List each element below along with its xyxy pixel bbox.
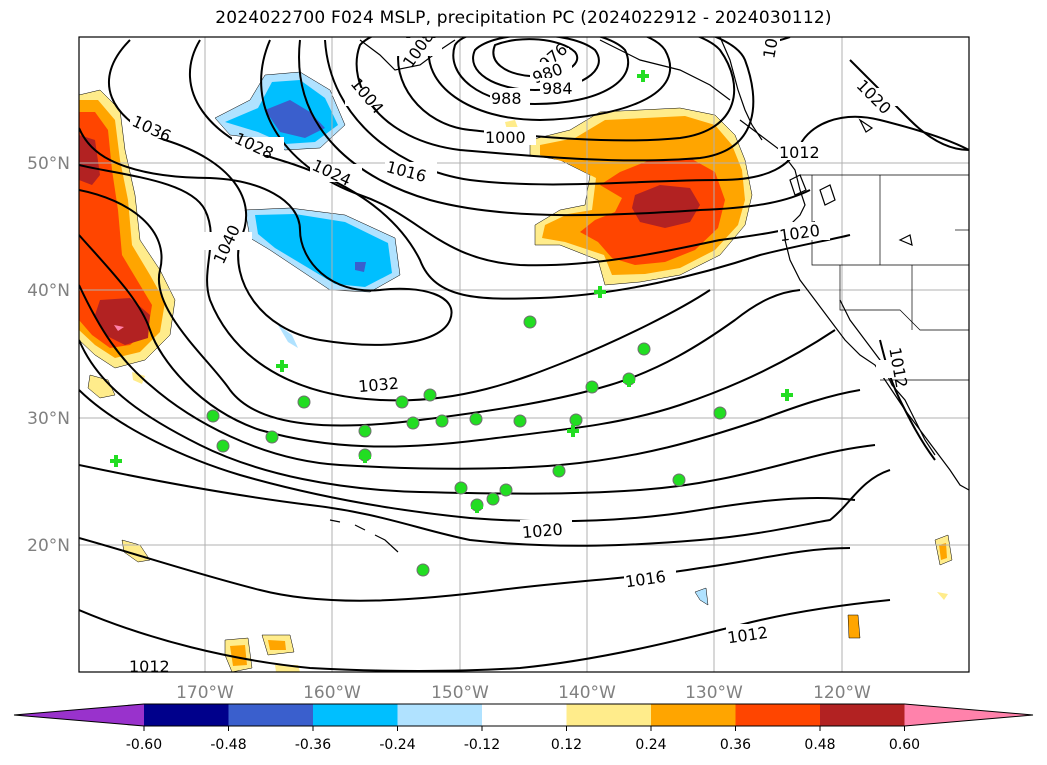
colorbar-extend-low xyxy=(14,704,144,726)
svg-text:1032: 1032 xyxy=(357,374,399,396)
colorbar-extend-high xyxy=(904,704,1033,726)
svg-text:988: 988 xyxy=(491,89,522,108)
lon-label: 120°W xyxy=(813,683,871,703)
colorbar-tick-label: 0.48 xyxy=(804,737,835,753)
colorbar-tick-label: -0.48 xyxy=(210,737,246,753)
colorbar-tick-label: 0.24 xyxy=(635,737,666,753)
lon-labels: 170°W 160°W 150°W 140°W 130°W 120°W xyxy=(176,683,871,703)
lat-label: 40°N xyxy=(27,281,70,301)
svg-text:1000: 1000 xyxy=(485,128,526,147)
svg-text:1012: 1012 xyxy=(779,143,820,162)
coastlines xyxy=(329,37,969,553)
svg-text:1012: 1012 xyxy=(129,657,170,676)
lat-label: 50°N xyxy=(27,154,70,174)
colorbar: -0.60 -0.48 -0.36 -0.24 -0.12 0.12 0.24 0.36 0.4… xyxy=(13,703,1034,753)
colorbar-tick-label: -0.24 xyxy=(379,737,415,753)
positive-precip-west xyxy=(79,89,300,672)
colorbar-tick-label: -0.60 xyxy=(126,737,162,753)
colorbar-segment xyxy=(820,704,905,726)
colorbar-tick-label: -0.12 xyxy=(464,737,500,753)
map-plot-area: 976 980 984 988 1000 1004 1008 1012 1020… xyxy=(79,37,969,676)
colorbar-segment xyxy=(735,704,821,726)
lat-label: 30°N xyxy=(27,409,70,429)
lon-label: 150°W xyxy=(431,683,489,703)
borders xyxy=(800,174,969,381)
colorbar-segment xyxy=(397,704,483,726)
lon-label: 160°W xyxy=(303,683,361,703)
isobars xyxy=(79,37,969,672)
positive-precip-east xyxy=(505,107,953,639)
colorbar-segment xyxy=(144,704,229,726)
colorbar-segment xyxy=(228,704,314,726)
colorbar-tick-label: -0.36 xyxy=(295,737,331,753)
lon-label: 170°W xyxy=(176,683,234,703)
lat-labels: 50°N 40°N 30°N 20°N xyxy=(27,154,70,556)
lon-label: 130°W xyxy=(685,683,743,703)
colorbar-tick-label: 0.36 xyxy=(720,737,751,753)
map-title: 2024022700 F024 MSLP, precipitation PC (… xyxy=(215,8,832,28)
colorbar-tick-label: 0.60 xyxy=(889,737,920,753)
negative-precip-region xyxy=(214,71,709,606)
svg-text:1020: 1020 xyxy=(521,520,563,542)
colorbar-tick-label: 0.12 xyxy=(551,737,582,753)
colorbar-segment xyxy=(482,704,567,726)
colorbar-segment xyxy=(651,704,736,726)
lat-label: 20°N xyxy=(27,536,70,556)
colorbar-segment xyxy=(313,704,398,726)
station-crosses xyxy=(110,70,793,513)
svg-text:984: 984 xyxy=(542,79,573,98)
svg-text:10: 10 xyxy=(759,37,781,60)
map-frame xyxy=(78,36,970,673)
colorbar-segment xyxy=(566,704,652,726)
lon-label: 140°W xyxy=(558,683,616,703)
